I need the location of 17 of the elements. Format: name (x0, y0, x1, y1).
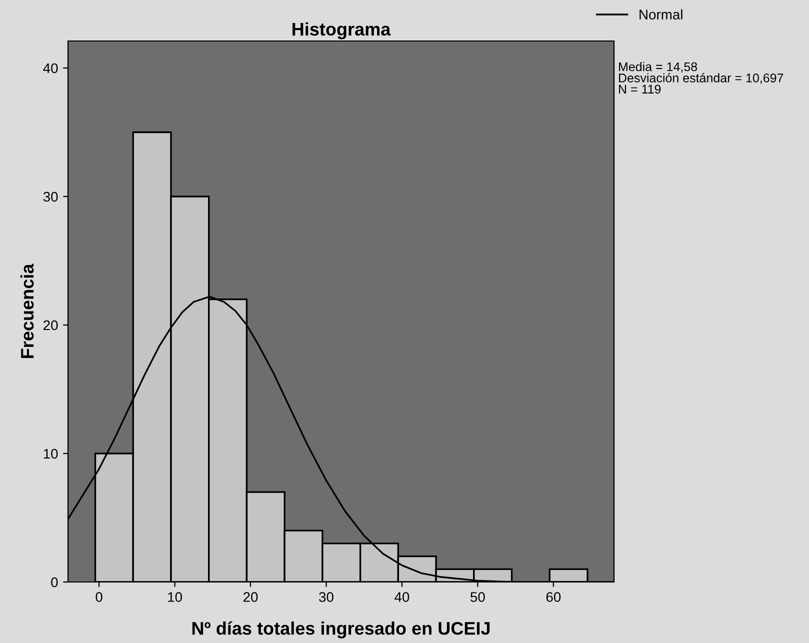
x-tick-label: 10 (168, 592, 182, 602)
chart-title: Histograma (292, 22, 391, 40)
y-tick-label: 10 (44, 448, 58, 459)
x-axis-title: Nº días totales ingresado en UCEIJ (192, 621, 490, 638)
x-tick-label: 40 (394, 592, 410, 602)
x-tick-label: 60 (546, 592, 561, 602)
y-tick-label: 40 (43, 63, 58, 74)
x-tick-label: 30 (319, 592, 334, 602)
text: Media = 14,58 Desviación estándar = 10,697 N = 119 (619, 62, 784, 94)
y-axis-title: Frecuencia (20, 264, 34, 358)
x-tick-label: 20 (243, 592, 258, 602)
y-tick-label: 20 (44, 320, 58, 330)
y-tick-label: 30 (43, 192, 58, 202)
x-tick-label: 0 (96, 592, 102, 602)
y-tick-label: 0 (51, 577, 58, 588)
legend-label: Normal (640, 9, 682, 20)
x-tick-label: 50 (470, 592, 485, 602)
